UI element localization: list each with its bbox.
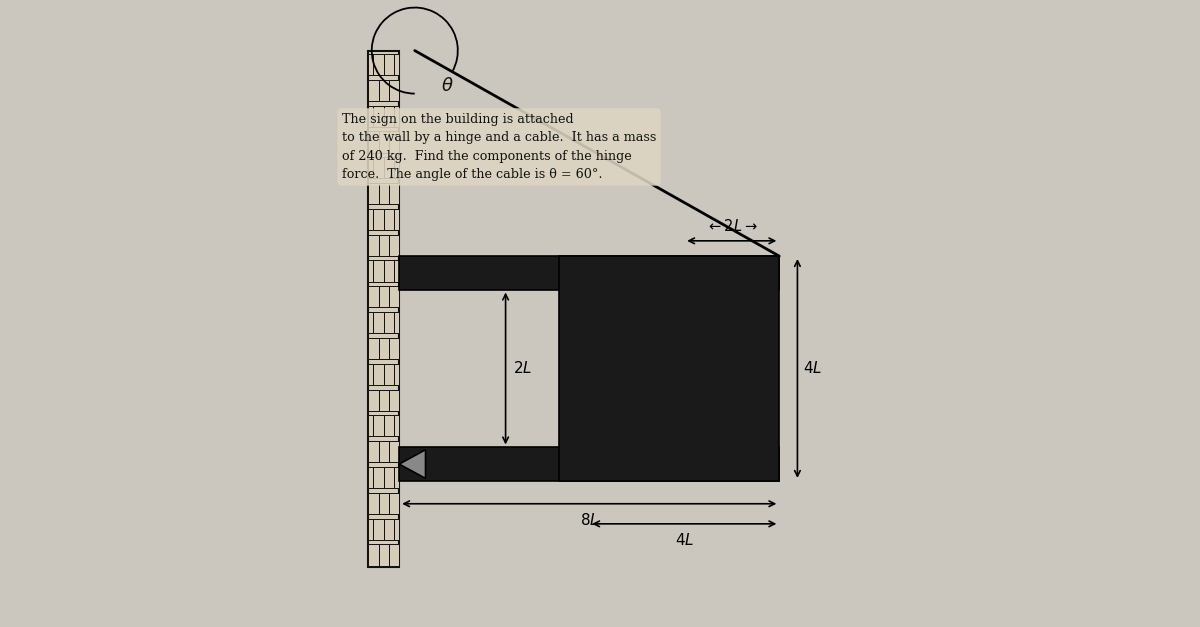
Bar <box>368 467 373 488</box>
Bar <box>384 415 394 436</box>
Text: $\theta$: $\theta$ <box>442 77 454 95</box>
Bar <box>394 157 400 178</box>
Bar <box>384 157 394 178</box>
Bar <box>368 415 373 436</box>
Bar <box>378 80 389 101</box>
Bar <box>378 234 389 256</box>
Bar <box>394 105 400 127</box>
Bar <box>389 287 400 307</box>
Bar <box>368 441 378 462</box>
Bar <box>389 493 400 514</box>
Bar <box>373 157 384 178</box>
Bar <box>373 260 384 282</box>
Bar <box>394 415 400 436</box>
Bar <box>378 389 389 411</box>
Bar <box>384 209 394 230</box>
Bar <box>368 132 378 152</box>
Bar <box>368 493 378 514</box>
Bar <box>394 312 400 333</box>
Bar <box>368 519 373 540</box>
Bar <box>378 441 389 462</box>
Text: $4L$: $4L$ <box>803 361 822 376</box>
Bar <box>389 338 400 359</box>
Text: $8L$: $8L$ <box>580 512 599 529</box>
Bar <box>389 80 400 101</box>
Text: The sign on the building is attached
to the wall by a hinge and a cable.  It has: The sign on the building is attached to … <box>342 113 656 181</box>
Bar <box>368 54 373 75</box>
Bar <box>389 441 400 462</box>
Bar <box>368 338 378 359</box>
Bar <box>373 209 384 230</box>
Polygon shape <box>400 450 426 478</box>
Bar <box>373 467 384 488</box>
Bar <box>384 467 394 488</box>
Bar <box>373 312 384 333</box>
Bar <box>373 364 384 385</box>
Bar <box>378 132 389 152</box>
Bar <box>373 519 384 540</box>
Text: $4L$: $4L$ <box>674 532 694 549</box>
Bar <box>394 209 400 230</box>
Bar <box>394 467 400 488</box>
Bar <box>384 54 394 75</box>
Bar <box>373 415 384 436</box>
Bar <box>368 312 373 333</box>
Bar <box>368 364 373 385</box>
Bar <box>389 234 400 256</box>
Bar <box>378 183 389 204</box>
Bar <box>368 51 400 567</box>
Bar <box>389 183 400 204</box>
Text: $2L$: $2L$ <box>512 361 532 376</box>
Bar <box>394 364 400 385</box>
Bar <box>373 105 384 127</box>
Bar <box>378 287 389 307</box>
Bar <box>368 234 378 256</box>
Bar <box>378 338 389 359</box>
Bar <box>368 389 378 411</box>
Bar <box>378 493 389 514</box>
Bar <box>368 80 378 101</box>
Text: $\leftarrow 2L \rightarrow$: $\leftarrow 2L \rightarrow$ <box>706 218 757 234</box>
Bar <box>384 105 394 127</box>
Bar <box>559 256 779 481</box>
Bar <box>368 105 373 127</box>
Bar <box>400 447 779 481</box>
Bar <box>389 544 400 566</box>
Bar <box>384 519 394 540</box>
Bar <box>368 209 373 230</box>
Bar <box>400 256 779 290</box>
Bar <box>394 54 400 75</box>
Bar <box>368 544 378 566</box>
Bar <box>368 287 378 307</box>
Bar <box>384 312 394 333</box>
Bar <box>378 544 389 566</box>
Bar <box>394 260 400 282</box>
Bar <box>389 132 400 152</box>
Bar <box>389 389 400 411</box>
Bar <box>384 260 394 282</box>
Bar <box>368 260 373 282</box>
Bar <box>368 183 378 204</box>
Bar <box>373 54 384 75</box>
Bar <box>394 519 400 540</box>
Bar <box>384 364 394 385</box>
Bar <box>368 157 373 178</box>
